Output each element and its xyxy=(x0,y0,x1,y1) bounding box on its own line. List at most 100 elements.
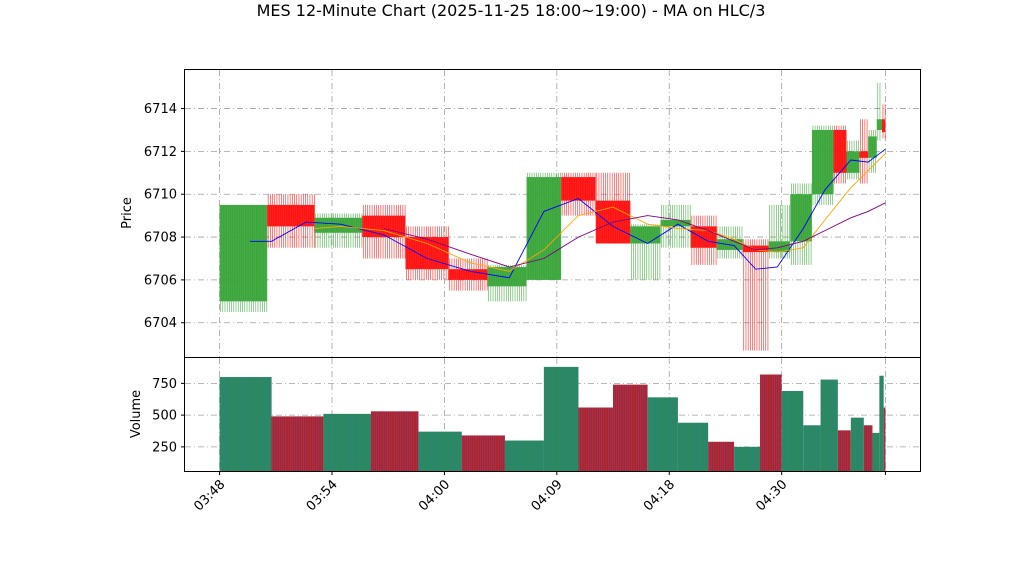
candle-body xyxy=(362,215,406,238)
x-tick-label: 03:54 xyxy=(304,477,341,514)
volume-bar-down xyxy=(708,441,735,471)
candle-down xyxy=(859,119,869,184)
volume-axis-label: Volume xyxy=(129,390,144,438)
volume-bar-up xyxy=(543,366,579,471)
volume-bar-up xyxy=(647,397,678,471)
candle-body xyxy=(314,217,363,233)
candle-body xyxy=(267,204,315,227)
volume-bar-down xyxy=(578,407,614,471)
price-axis-label: Price xyxy=(120,197,135,229)
volume-bar-down xyxy=(883,407,886,471)
volume-bar-up xyxy=(418,431,462,471)
candle-body xyxy=(405,237,449,270)
candle-body xyxy=(881,119,886,133)
volume-tick-label: 750 xyxy=(152,377,177,392)
price-tick-label: 6704 xyxy=(144,316,177,331)
price-tick-label: 6706 xyxy=(144,273,177,288)
candle-body xyxy=(448,269,488,280)
volume-tick-label: 250 xyxy=(152,440,177,455)
volume-bar-down xyxy=(613,384,648,471)
candle-body xyxy=(876,119,882,130)
volume-bar-body xyxy=(863,425,873,471)
volume-bar-body xyxy=(613,384,648,471)
volume-bar-up xyxy=(219,377,272,471)
volume-bar-body xyxy=(708,441,735,471)
candle-body xyxy=(846,151,860,173)
volume-axes-frame xyxy=(184,357,921,472)
candles xyxy=(219,82,886,351)
volume-bar-body xyxy=(504,440,544,471)
x-tick-label: 04:09 xyxy=(529,477,566,514)
volume-bar-down xyxy=(271,416,324,471)
volume-bar-up xyxy=(323,413,372,471)
candle-body xyxy=(790,194,812,242)
volume-bar-down xyxy=(461,435,505,471)
price-y-ticks: 6704 6706 6708 6710 6712 6714 xyxy=(144,102,185,331)
volume-bar-down xyxy=(837,430,851,471)
candle-up xyxy=(487,264,527,302)
candle-body xyxy=(219,204,268,302)
candle-down xyxy=(362,204,406,259)
candle-up xyxy=(846,140,860,180)
candle-down xyxy=(405,226,449,280)
volume-bar-body xyxy=(803,425,821,471)
candle-body xyxy=(630,226,661,244)
price-tick-label: 6712 xyxy=(144,145,177,160)
volume-bar-body xyxy=(883,407,886,471)
candle-body xyxy=(660,219,691,227)
chart-title: MES 12-Minute Chart (2025-11-25 18:00~19… xyxy=(256,1,766,20)
candle-up xyxy=(790,183,812,265)
volume-bar-body xyxy=(323,413,371,471)
candle-down xyxy=(833,125,847,184)
candle-up xyxy=(314,213,363,248)
candle-down xyxy=(742,239,769,351)
ma-lines xyxy=(249,148,886,279)
volume-bar-down xyxy=(863,425,873,471)
volume-bar-body xyxy=(543,366,579,471)
volume-bar-up xyxy=(734,446,761,471)
volume-tick-label: 500 xyxy=(152,409,177,424)
volume-bar-body xyxy=(879,375,884,471)
volume-bar-body xyxy=(418,431,462,471)
moving-average-line xyxy=(314,153,886,272)
volume-bar-body xyxy=(647,397,678,471)
candle-body xyxy=(833,129,847,173)
moving-average-line xyxy=(383,202,886,268)
candle-down xyxy=(690,215,717,265)
volume-bar-body xyxy=(461,435,505,471)
volume-bar-body xyxy=(837,430,851,471)
x-tick-label: 04:00 xyxy=(416,477,453,514)
candle-body xyxy=(526,177,562,280)
x-tick-label: 04:30 xyxy=(753,477,790,514)
volume-bar-body xyxy=(850,417,864,471)
candle-down xyxy=(448,258,488,291)
volume-bar-down xyxy=(370,411,419,471)
candle-up xyxy=(811,125,834,205)
candle-down xyxy=(561,172,596,216)
candle-body xyxy=(487,267,527,287)
price-tick-label: 6714 xyxy=(144,102,177,117)
candle-up xyxy=(660,204,691,248)
volume-y-ticks: 250 500 750 xyxy=(152,377,185,455)
candle-up xyxy=(716,226,743,259)
volume-bar-body xyxy=(677,422,709,471)
volume-bar-body xyxy=(370,411,419,471)
candle-up xyxy=(526,172,562,280)
candle-up xyxy=(630,224,661,280)
candle-up xyxy=(876,82,882,141)
candle-body xyxy=(868,136,877,158)
candle-down xyxy=(267,194,315,248)
volume-bar-up xyxy=(820,379,838,471)
x-tick-label: 04:18 xyxy=(641,477,678,514)
volume-bar-body xyxy=(820,379,838,471)
volume-bar-up xyxy=(504,440,544,471)
volume-bar-body xyxy=(578,407,614,471)
candle-body xyxy=(742,245,769,253)
volume-bar-up xyxy=(850,417,864,471)
volume-bar-down xyxy=(760,374,782,471)
candle-body xyxy=(859,151,869,158)
candle-body xyxy=(768,241,791,253)
candle-body xyxy=(561,177,596,201)
volume-bars xyxy=(219,366,886,471)
